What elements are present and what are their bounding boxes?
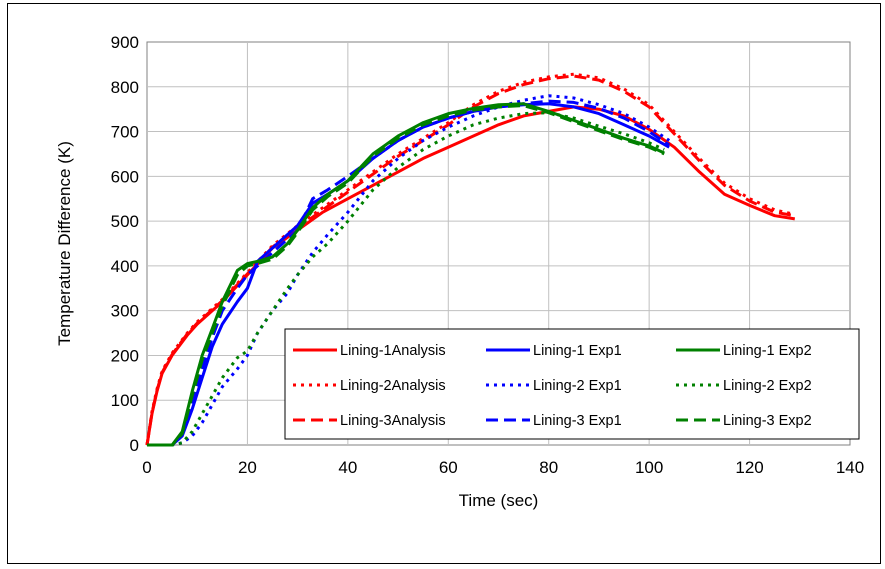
legend-label-8: Lining-2 Exp2 bbox=[723, 378, 812, 394]
series-line-2 bbox=[145, 72, 796, 446]
legend-label-6: Lining-3 Exp1 bbox=[533, 413, 622, 429]
x-axis-title: Time (sec) bbox=[459, 491, 539, 510]
y-tick-label: 500 bbox=[111, 212, 139, 231]
x-tick-label: 0 bbox=[142, 458, 151, 477]
series-line-5 bbox=[147, 94, 671, 447]
y-axis-title: Temperature Difference (K) bbox=[55, 141, 74, 346]
y-tick-label: 0 bbox=[130, 436, 139, 455]
series-line-8 bbox=[147, 111, 665, 447]
series-line-6 bbox=[147, 99, 671, 447]
y-tick-label: 300 bbox=[111, 302, 139, 321]
x-tick-label: 140 bbox=[836, 458, 864, 477]
tick-labels: 0 20 40 60 80 100 120 140 0 100 200 300 400 500 600 700… bbox=[111, 33, 865, 477]
series-line-9 bbox=[147, 104, 665, 447]
x-tick-label: 40 bbox=[338, 458, 357, 477]
legend-label-9: Lining-3 Exp2 bbox=[723, 413, 812, 429]
legend-label-1: Lining-1Analysis bbox=[340, 343, 446, 359]
x-tick-label: 60 bbox=[439, 458, 458, 477]
y-tick-label: 100 bbox=[111, 391, 139, 410]
x-tick-label: 100 bbox=[635, 458, 663, 477]
legend-label-4: Lining-1 Exp1 bbox=[533, 343, 622, 359]
y-tick-label: 400 bbox=[111, 257, 139, 276]
legend: Lining-1Analysis Lining-2Analysis Lining-3… bbox=[284, 328, 860, 440]
series-layer bbox=[145, 72, 796, 447]
y-tick-label: 200 bbox=[111, 346, 139, 365]
y-tick-label: 600 bbox=[111, 167, 139, 186]
y-tick-label: 700 bbox=[111, 123, 139, 142]
x-tick-label: 120 bbox=[735, 458, 763, 477]
y-tick-label: 800 bbox=[111, 78, 139, 97]
y-tick-label: 900 bbox=[111, 33, 139, 52]
legend-label-2: Lining-2Analysis bbox=[340, 378, 446, 394]
legend-label-7: Lining-1 Exp2 bbox=[723, 343, 812, 359]
x-tick-label: 20 bbox=[238, 458, 257, 477]
legend-label-3: Lining-3Analysis bbox=[340, 413, 446, 429]
legend-box bbox=[284, 328, 860, 440]
x-tick-label: 80 bbox=[539, 458, 558, 477]
series-line-3 bbox=[145, 74, 796, 446]
legend-label-5: Lining-2 Exp1 bbox=[533, 378, 622, 394]
